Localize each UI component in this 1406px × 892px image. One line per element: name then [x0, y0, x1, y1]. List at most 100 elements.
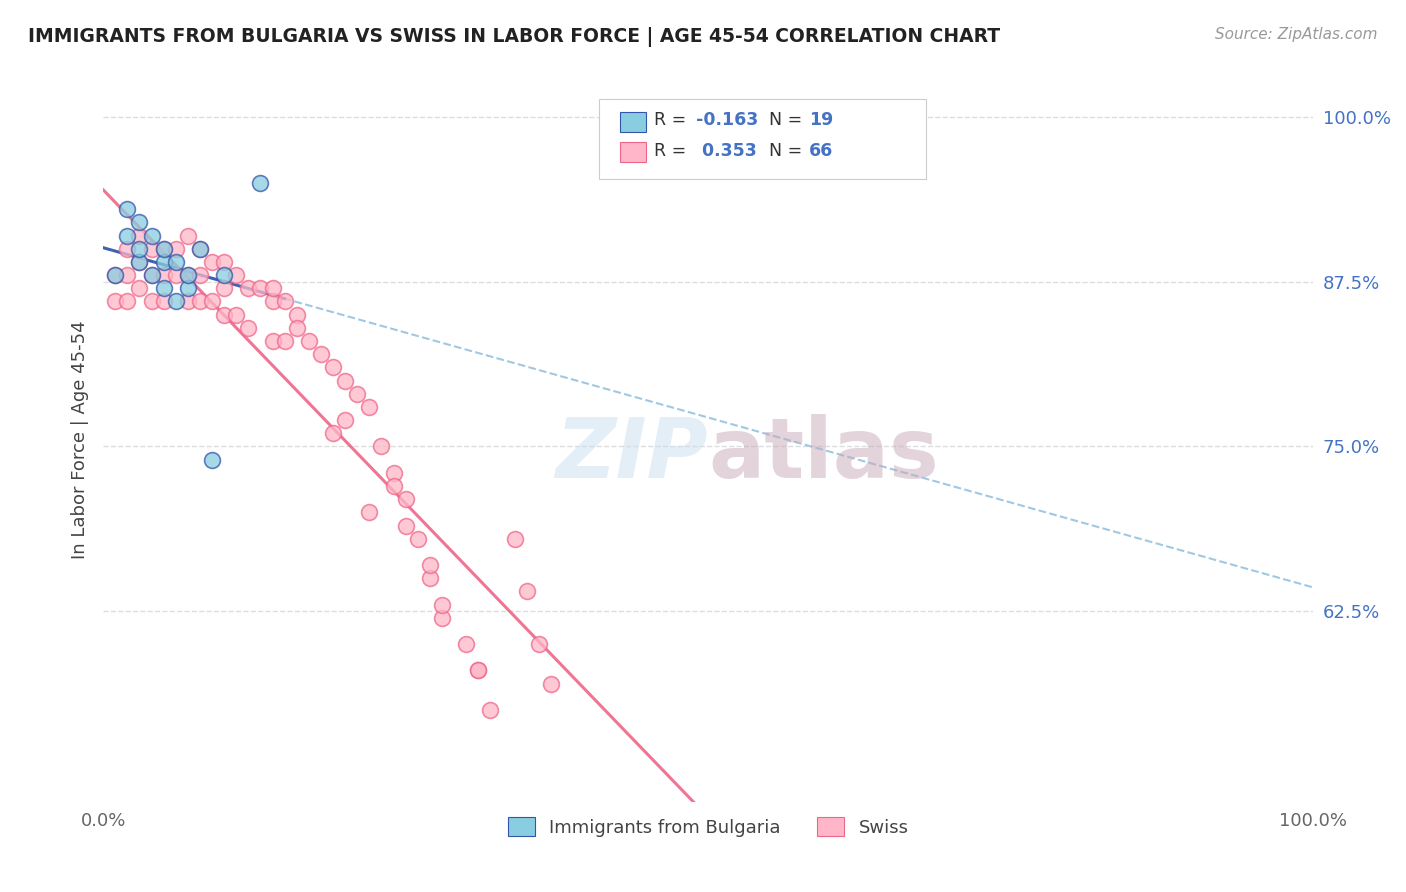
Point — [225, 308, 247, 322]
Point — [346, 386, 368, 401]
Text: Source: ZipAtlas.com: Source: ZipAtlas.com — [1215, 27, 1378, 42]
Point — [117, 202, 139, 217]
Point — [333, 374, 356, 388]
Point — [285, 321, 308, 335]
Point — [212, 255, 235, 269]
Point — [238, 281, 260, 295]
Point — [359, 505, 381, 519]
Text: 0.353: 0.353 — [696, 142, 756, 160]
Y-axis label: In Labor Force | Age 45-54: In Labor Force | Age 45-54 — [72, 320, 89, 559]
Point — [419, 558, 441, 572]
Point — [177, 268, 200, 282]
Text: N =: N = — [769, 142, 807, 160]
Point — [273, 294, 295, 309]
Point — [152, 242, 174, 256]
Point — [141, 242, 163, 256]
Point — [382, 466, 405, 480]
Point — [395, 518, 418, 533]
Point — [177, 268, 200, 282]
Text: -0.163: -0.163 — [696, 112, 758, 129]
Point — [309, 347, 332, 361]
Text: N =: N = — [769, 112, 807, 129]
Point — [212, 268, 235, 282]
Point — [333, 413, 356, 427]
Point — [152, 268, 174, 282]
Point — [225, 268, 247, 282]
Point — [212, 281, 235, 295]
Point — [128, 255, 150, 269]
Point — [201, 452, 224, 467]
Point — [201, 294, 224, 309]
Point — [370, 439, 392, 453]
Point — [273, 334, 295, 348]
Point — [406, 532, 429, 546]
Text: 19: 19 — [808, 112, 832, 129]
FancyBboxPatch shape — [599, 99, 927, 179]
Point — [322, 426, 344, 441]
Point — [141, 268, 163, 282]
Text: R =: R = — [654, 142, 692, 160]
Point — [382, 479, 405, 493]
Point — [141, 268, 163, 282]
Point — [177, 294, 200, 309]
Point — [456, 637, 478, 651]
Point — [141, 228, 163, 243]
Point — [128, 242, 150, 256]
Point — [285, 308, 308, 322]
Text: R =: R = — [654, 112, 692, 129]
Point — [298, 334, 321, 348]
Text: IMMIGRANTS FROM BULGARIA VS SWISS IN LABOR FORCE | AGE 45-54 CORRELATION CHART: IMMIGRANTS FROM BULGARIA VS SWISS IN LAB… — [28, 27, 1000, 46]
Point — [262, 281, 284, 295]
Legend: Immigrants from Bulgaria, Swiss: Immigrants from Bulgaria, Swiss — [501, 810, 915, 844]
Point — [165, 268, 187, 282]
Point — [117, 228, 139, 243]
Point — [262, 294, 284, 309]
Point — [188, 294, 211, 309]
Point — [152, 255, 174, 269]
Point — [322, 360, 344, 375]
Point — [249, 281, 271, 295]
Point — [117, 268, 139, 282]
Point — [430, 611, 453, 625]
Point — [128, 215, 150, 229]
Point — [249, 176, 271, 190]
Point — [165, 242, 187, 256]
Point — [152, 281, 174, 295]
Point — [479, 703, 502, 717]
Point — [262, 334, 284, 348]
Point — [467, 664, 489, 678]
Point — [117, 294, 139, 309]
Point — [128, 255, 150, 269]
Point — [540, 676, 562, 690]
Point — [503, 532, 526, 546]
Point — [430, 598, 453, 612]
Point — [188, 268, 211, 282]
Point — [238, 321, 260, 335]
Text: atlas: atlas — [709, 414, 939, 495]
Point — [152, 242, 174, 256]
Point — [419, 571, 441, 585]
Text: ZIP: ZIP — [555, 414, 709, 495]
Text: 66: 66 — [808, 142, 832, 160]
Point — [128, 228, 150, 243]
Point — [395, 492, 418, 507]
Point — [201, 255, 224, 269]
Bar — [620, 112, 647, 132]
Point — [104, 268, 127, 282]
Point — [128, 281, 150, 295]
Point — [188, 242, 211, 256]
Point — [212, 308, 235, 322]
Point — [359, 400, 381, 414]
Point — [467, 664, 489, 678]
Point — [141, 294, 163, 309]
Point — [177, 228, 200, 243]
Point — [152, 294, 174, 309]
Point — [104, 294, 127, 309]
Point — [516, 584, 538, 599]
Point — [165, 294, 187, 309]
Point — [104, 268, 127, 282]
Point — [188, 242, 211, 256]
Point — [177, 281, 200, 295]
Bar — [620, 142, 647, 162]
Point — [165, 255, 187, 269]
